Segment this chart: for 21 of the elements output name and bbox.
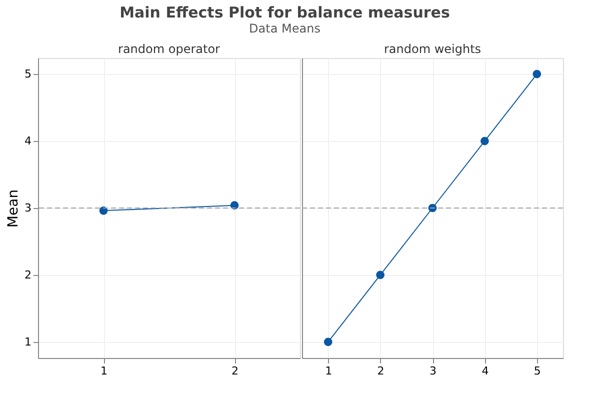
x-tick-label: 2 <box>377 364 384 378</box>
x-tick-label: 1 <box>325 364 332 378</box>
x-tick-label: 4 <box>482 364 489 378</box>
point <box>532 70 542 78</box>
y-tick-label: 1 <box>24 335 32 348</box>
chart-title: random weights <box>384 42 482 56</box>
point <box>324 338 332 346</box>
x-tick-label: 1 <box>100 364 108 378</box>
point <box>376 270 384 280</box>
y-tick-label: 2 <box>24 268 32 282</box>
y-axis-title: Mean <box>6 189 22 228</box>
y-tick-label: 4 <box>24 134 32 148</box>
x-tick-label: 3 <box>430 364 436 378</box>
x-tick-label: 2 <box>232 364 238 378</box>
x-tick-label: 5 <box>534 364 541 378</box>
text: Main Effects Plot for balance measures <box>120 4 450 22</box>
point <box>480 136 489 146</box>
chart-title: random operator <box>118 42 220 56</box>
y-tick-label: 5 <box>24 68 32 81</box>
text: Data Means <box>249 22 320 36</box>
y-tick-label: 3 <box>24 202 32 214</box>
